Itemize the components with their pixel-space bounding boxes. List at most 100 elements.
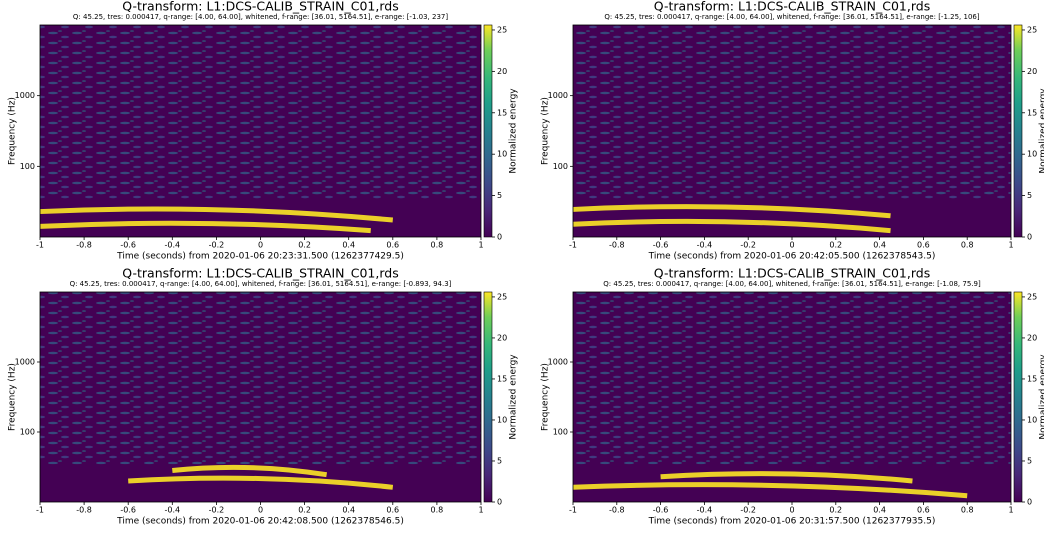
colorbar-tick-label: 0	[497, 498, 502, 507]
colorbar-tick-label: 25	[1027, 25, 1037, 34]
colorbar-label: Normalized energy	[509, 354, 519, 440]
colorbar	[1013, 24, 1023, 238]
spectrogram-texture	[40, 292, 481, 465]
colorbar-tick-label: 5	[497, 191, 502, 200]
x-tick-label: 0.2	[298, 506, 311, 515]
colorbar-tick-label: 15	[497, 374, 507, 383]
x-tick-label: 0.6	[386, 241, 399, 250]
energy-band	[572, 482, 968, 499]
energy-band	[39, 220, 371, 234]
x-tick-label: 0.4	[873, 506, 886, 515]
colorbar-tick-label: 20	[1027, 333, 1037, 342]
y-tick-label: 1000	[15, 358, 35, 367]
x-tick-label: -0.8	[76, 241, 92, 250]
y-tick-label: 100	[20, 162, 35, 171]
chart-title: Q-transform: L1:DCS-CALIB_STRAIN_C01,rds	[122, 0, 398, 14]
chart-subtitle: Q: 45.25, tres: 0.000417, q-range: [4.00…	[73, 13, 448, 21]
colorbar-tick-label: 25	[497, 25, 507, 34]
chart-subtitle: Q: 45.25, tres: 0.000417, q-range: [4.00…	[604, 13, 979, 21]
x-tick-label: -0.6	[653, 506, 669, 515]
colorbar-label: Normalized energy	[509, 88, 519, 174]
x-tick-label: 0.2	[298, 241, 311, 250]
spectrogram-texture	[573, 25, 1011, 199]
energy-band	[660, 471, 913, 484]
x-tick-label: 0.6	[917, 506, 930, 515]
x-axis-label: Time (seconds) from 2020-01-06 20:42:05.…	[648, 252, 936, 262]
x-tick-label: -0.4	[697, 241, 713, 250]
y-axis-label: Frequency (Hz)	[541, 363, 551, 431]
spectrogram-texture	[573, 292, 1011, 465]
colorbar-tick-label: 0	[1027, 498, 1032, 507]
x-tick-label: -0.4	[164, 506, 180, 515]
colorbar-tick-label: 5	[1027, 191, 1032, 200]
colorbar-tick-label: 10	[497, 150, 507, 159]
colorbar-tick-label: 15	[1027, 108, 1037, 117]
colorbar-tick-label: 25	[497, 292, 507, 301]
x-tick-label: -0.4	[164, 241, 180, 250]
x-tick-label: 0.4	[342, 506, 355, 515]
x-tick-label: 0.8	[961, 506, 974, 515]
x-tick-label: 1	[478, 241, 483, 250]
x-tick-label: -0.2	[209, 506, 225, 515]
energy-band	[39, 206, 394, 223]
x-tick-label: 0	[789, 506, 794, 515]
colorbar	[483, 291, 493, 503]
colorbar-tick-label: 0	[1027, 233, 1032, 242]
x-tick-label: -1	[36, 241, 44, 250]
colorbar-tick-label: 10	[1027, 150, 1037, 159]
colorbar-tick-label: 0	[497, 233, 502, 242]
energy-band	[172, 464, 328, 478]
colorbar-tick-label: 10	[1027, 415, 1037, 424]
x-tick-label: 0.4	[342, 241, 355, 250]
colorbar-tick-label: 20	[1027, 67, 1037, 76]
x-tick-label: 0	[789, 241, 794, 250]
colorbar-tick-label: 5	[497, 456, 502, 465]
spectrogram-texture	[40, 25, 481, 199]
x-tick-label: -0.2	[209, 241, 225, 250]
y-axis-label: Frequency (Hz)	[541, 97, 551, 165]
x-tick-label: 0.4	[873, 241, 886, 250]
colorbar-label: Normalized energy	[1039, 354, 1044, 440]
y-tick-label: 100	[20, 428, 35, 437]
colorbar-tick-label: 25	[1027, 292, 1037, 301]
x-tick-label: -1	[569, 241, 577, 250]
x-tick-label: 1	[478, 506, 483, 515]
x-tick-label: -0.6	[120, 241, 136, 250]
x-tick-label: -0.8	[609, 506, 625, 515]
energy-band	[128, 475, 394, 490]
chart-title: Q-transform: L1:DCS-CALIB_STRAIN_C01,rds	[654, 0, 930, 14]
x-tick-label: -0.6	[120, 506, 136, 515]
colorbar	[483, 24, 493, 238]
x-tick-label: 0	[258, 506, 263, 515]
y-tick-label: 1000	[548, 358, 568, 367]
colorbar-tick-label: 20	[497, 67, 507, 76]
x-tick-label: 1	[1008, 506, 1013, 515]
x-tick-label: -0.8	[609, 241, 625, 250]
chart-subtitle: Q: 45.25, tres: 0.000417, q-range: [4.00…	[603, 280, 981, 288]
y-tick-label: 1000	[15, 91, 35, 100]
energy-band	[572, 204, 891, 219]
x-tick-label: -1	[569, 506, 577, 515]
x-tick-label: -0.2	[740, 241, 756, 250]
colorbar-tick-label: 15	[497, 108, 507, 117]
y-axis-label: Frequency (Hz)	[8, 97, 18, 165]
x-tick-label: 0.6	[917, 241, 930, 250]
x-tick-label: 0.8	[431, 241, 444, 250]
x-tick-label: -0.4	[697, 506, 713, 515]
x-axis-label: Time (seconds) from 2020-01-06 20:42:08.…	[116, 517, 404, 527]
colorbar-tick-label: 10	[497, 415, 507, 424]
x-tick-label: 0.8	[961, 241, 974, 250]
colorbar-tick-label: 20	[497, 333, 507, 342]
chart-subtitle: Q: 45.25, tres: 0.000417, q-range: [4.00…	[70, 280, 452, 288]
x-tick-label: 0.8	[431, 506, 444, 515]
x-tick-label: -0.6	[653, 241, 669, 250]
colorbar-label: Normalized energy	[1039, 88, 1044, 174]
x-axis-label: Time (seconds) from 2020-01-06 20:31:57.…	[648, 517, 936, 527]
x-tick-label: 0.2	[829, 506, 842, 515]
x-tick-label: 1	[1008, 241, 1013, 250]
colorbar-tick-label: 15	[1027, 374, 1037, 383]
x-axis-label: Time (seconds) from 2020-01-06 20:23:31.…	[116, 252, 404, 262]
x-tick-label: 0	[258, 241, 263, 250]
x-tick-label: -0.2	[740, 506, 756, 515]
